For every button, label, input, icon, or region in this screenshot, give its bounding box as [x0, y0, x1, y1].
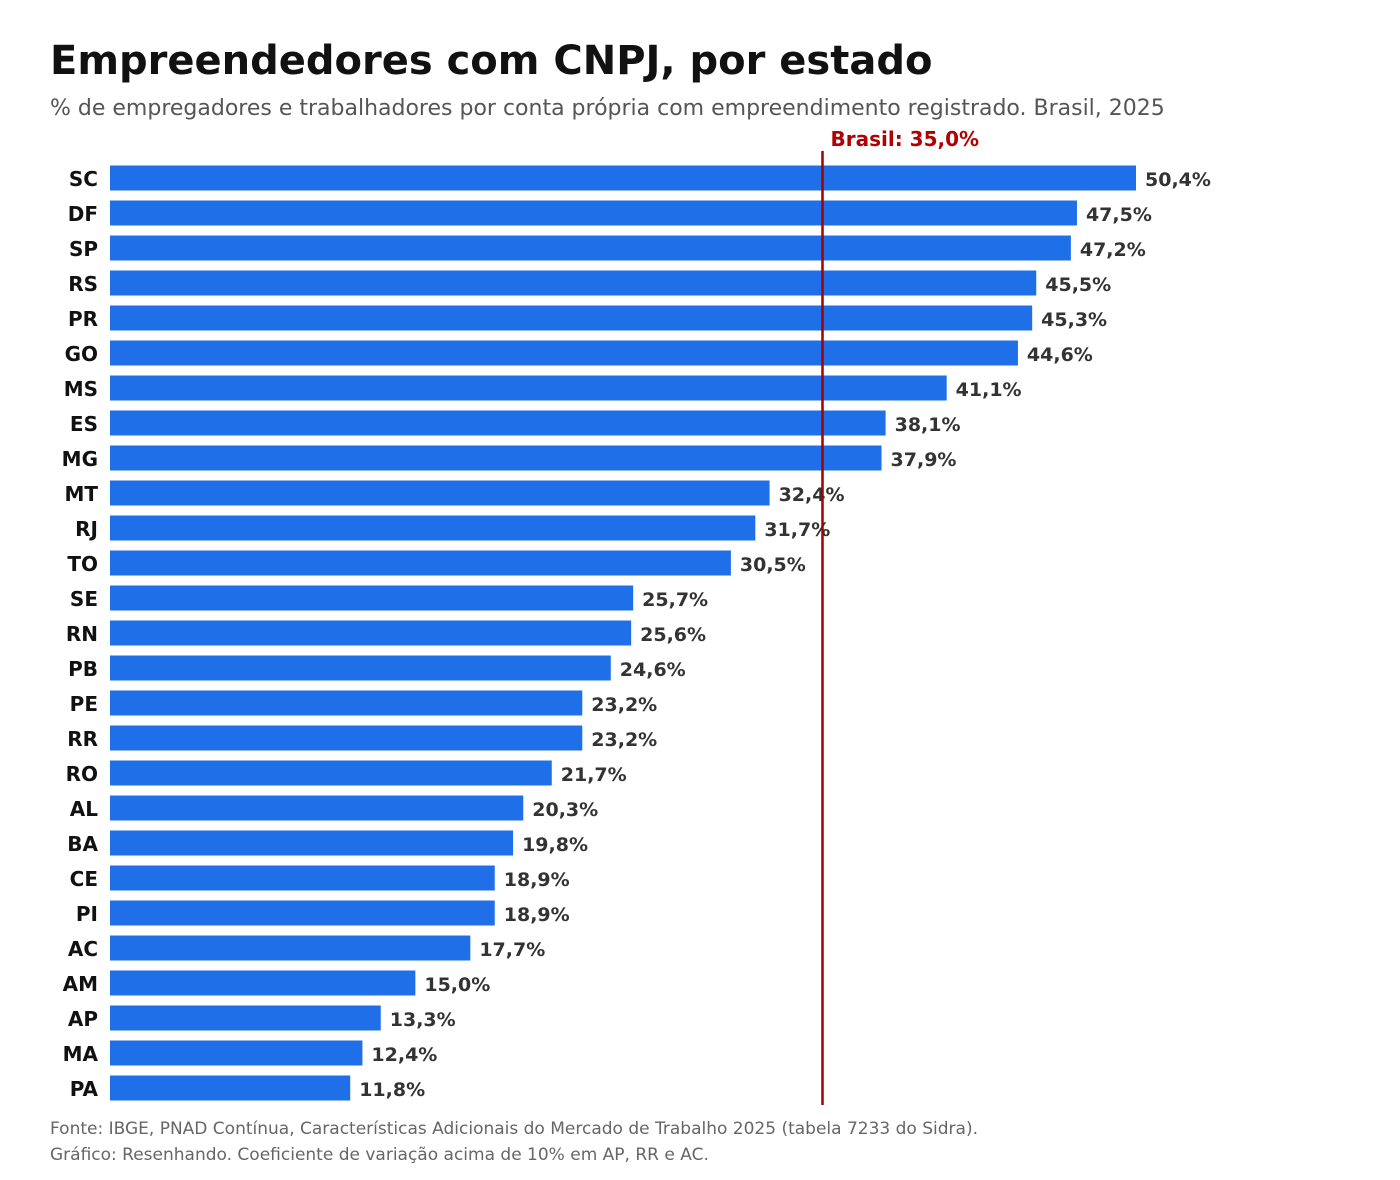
value-label-ce: 18,9%	[504, 869, 570, 891]
value-label-mt: 32,4%	[779, 484, 845, 506]
value-label-df: 47,5%	[1086, 204, 1152, 226]
chart-subtitle: % de empregadores e trabalhadores por co…	[50, 96, 1165, 121]
category-label-ms: MS	[64, 377, 98, 401]
value-label-sp: 47,2%	[1080, 239, 1146, 261]
bar-ac	[110, 935, 471, 961]
bar-ce	[110, 865, 495, 891]
value-label-al: 20,3%	[532, 799, 598, 821]
chart-title: Empreendedores com CNPJ, por estado	[50, 38, 933, 84]
value-label-pi: 18,9%	[504, 904, 570, 926]
bar-df	[110, 200, 1077, 226]
value-label-ac: 17,7%	[479, 939, 545, 961]
category-label-rs: RS	[68, 272, 98, 296]
value-label-am: 15,0%	[424, 974, 490, 996]
bar-go	[110, 340, 1018, 366]
value-label-rn: 25,6%	[640, 624, 706, 646]
category-label-es: ES	[70, 412, 98, 436]
category-label-ap: AP	[68, 1007, 98, 1031]
category-label-sp: SP	[69, 237, 98, 261]
value-label-rr: 23,2%	[591, 729, 657, 751]
category-label-ce: CE	[70, 867, 98, 891]
bar-pb	[110, 655, 611, 681]
category-label-se: SE	[70, 587, 98, 611]
bar-ms	[110, 375, 947, 401]
source-note: Fonte: IBGE, PNAD Contínua, Característi…	[50, 1119, 978, 1139]
bar-ap	[110, 1005, 381, 1031]
bar-pa	[110, 1075, 351, 1101]
value-label-ma: 12,4%	[371, 1044, 437, 1066]
value-label-ms: 41,1%	[956, 379, 1022, 401]
value-label-ba: 19,8%	[522, 834, 588, 856]
bar-rn	[110, 620, 632, 646]
category-label-rr: RR	[67, 727, 98, 751]
value-label-pe: 23,2%	[591, 694, 657, 716]
category-label-mg: MG	[62, 447, 98, 471]
bar-ba	[110, 830, 514, 856]
category-label-pa: PA	[70, 1077, 99, 1101]
category-label-to: TO	[67, 552, 98, 576]
value-label-es: 38,1%	[895, 414, 961, 436]
value-label-go: 44,6%	[1027, 344, 1093, 366]
value-label-sc: 50,4%	[1145, 169, 1211, 191]
bar-ro	[110, 760, 552, 786]
value-label-ro: 21,7%	[561, 764, 627, 786]
value-label-rj: 31,7%	[764, 519, 830, 541]
bar-sc	[110, 165, 1136, 191]
bar-mg	[110, 445, 882, 471]
value-label-rs: 45,5%	[1045, 274, 1111, 296]
category-label-sc: SC	[69, 167, 98, 191]
category-label-rn: RN	[66, 622, 98, 646]
category-label-ac: AC	[68, 937, 98, 961]
bar-am	[110, 970, 416, 996]
category-label-ro: RO	[66, 762, 98, 786]
bar-to	[110, 550, 731, 576]
category-label-pr: PR	[68, 307, 98, 331]
bar-se	[110, 585, 634, 611]
category-label-pi: PI	[76, 902, 98, 926]
category-label-pb: PB	[68, 657, 98, 681]
category-label-al: AL	[70, 797, 98, 821]
bar-al	[110, 795, 524, 821]
bar-rs	[110, 270, 1037, 296]
bar-rj	[110, 515, 756, 541]
category-label-df: DF	[68, 202, 98, 226]
bar-pi	[110, 900, 495, 926]
value-label-se: 25,7%	[642, 589, 708, 611]
bar-pr	[110, 305, 1033, 331]
value-label-pr: 45,3%	[1041, 309, 1107, 331]
category-label-ma: MA	[63, 1042, 99, 1066]
category-label-pe: PE	[70, 692, 98, 716]
category-label-rj: RJ	[75, 517, 98, 541]
bar-ma	[110, 1040, 363, 1066]
category-label-ba: BA	[67, 832, 98, 856]
value-label-to: 30,5%	[740, 554, 806, 576]
bar-mt	[110, 480, 770, 506]
value-label-ap: 13,3%	[390, 1009, 456, 1031]
category-label-go: GO	[65, 342, 98, 366]
chart-credit-note: Gráfico: Resenhando. Coeficiente de vari…	[50, 1145, 709, 1165]
value-label-pa: 11,8%	[359, 1079, 425, 1101]
category-label-am: AM	[63, 972, 98, 996]
value-label-pb: 24,6%	[620, 659, 686, 681]
reference-line-label: Brasil: 35,0%	[831, 127, 980, 151]
category-label-mt: MT	[64, 482, 98, 506]
bar-pe	[110, 690, 583, 716]
bar-sp	[110, 235, 1071, 261]
bar-rr	[110, 725, 583, 751]
value-label-mg: 37,9%	[891, 449, 957, 471]
bar-es	[110, 410, 886, 436]
